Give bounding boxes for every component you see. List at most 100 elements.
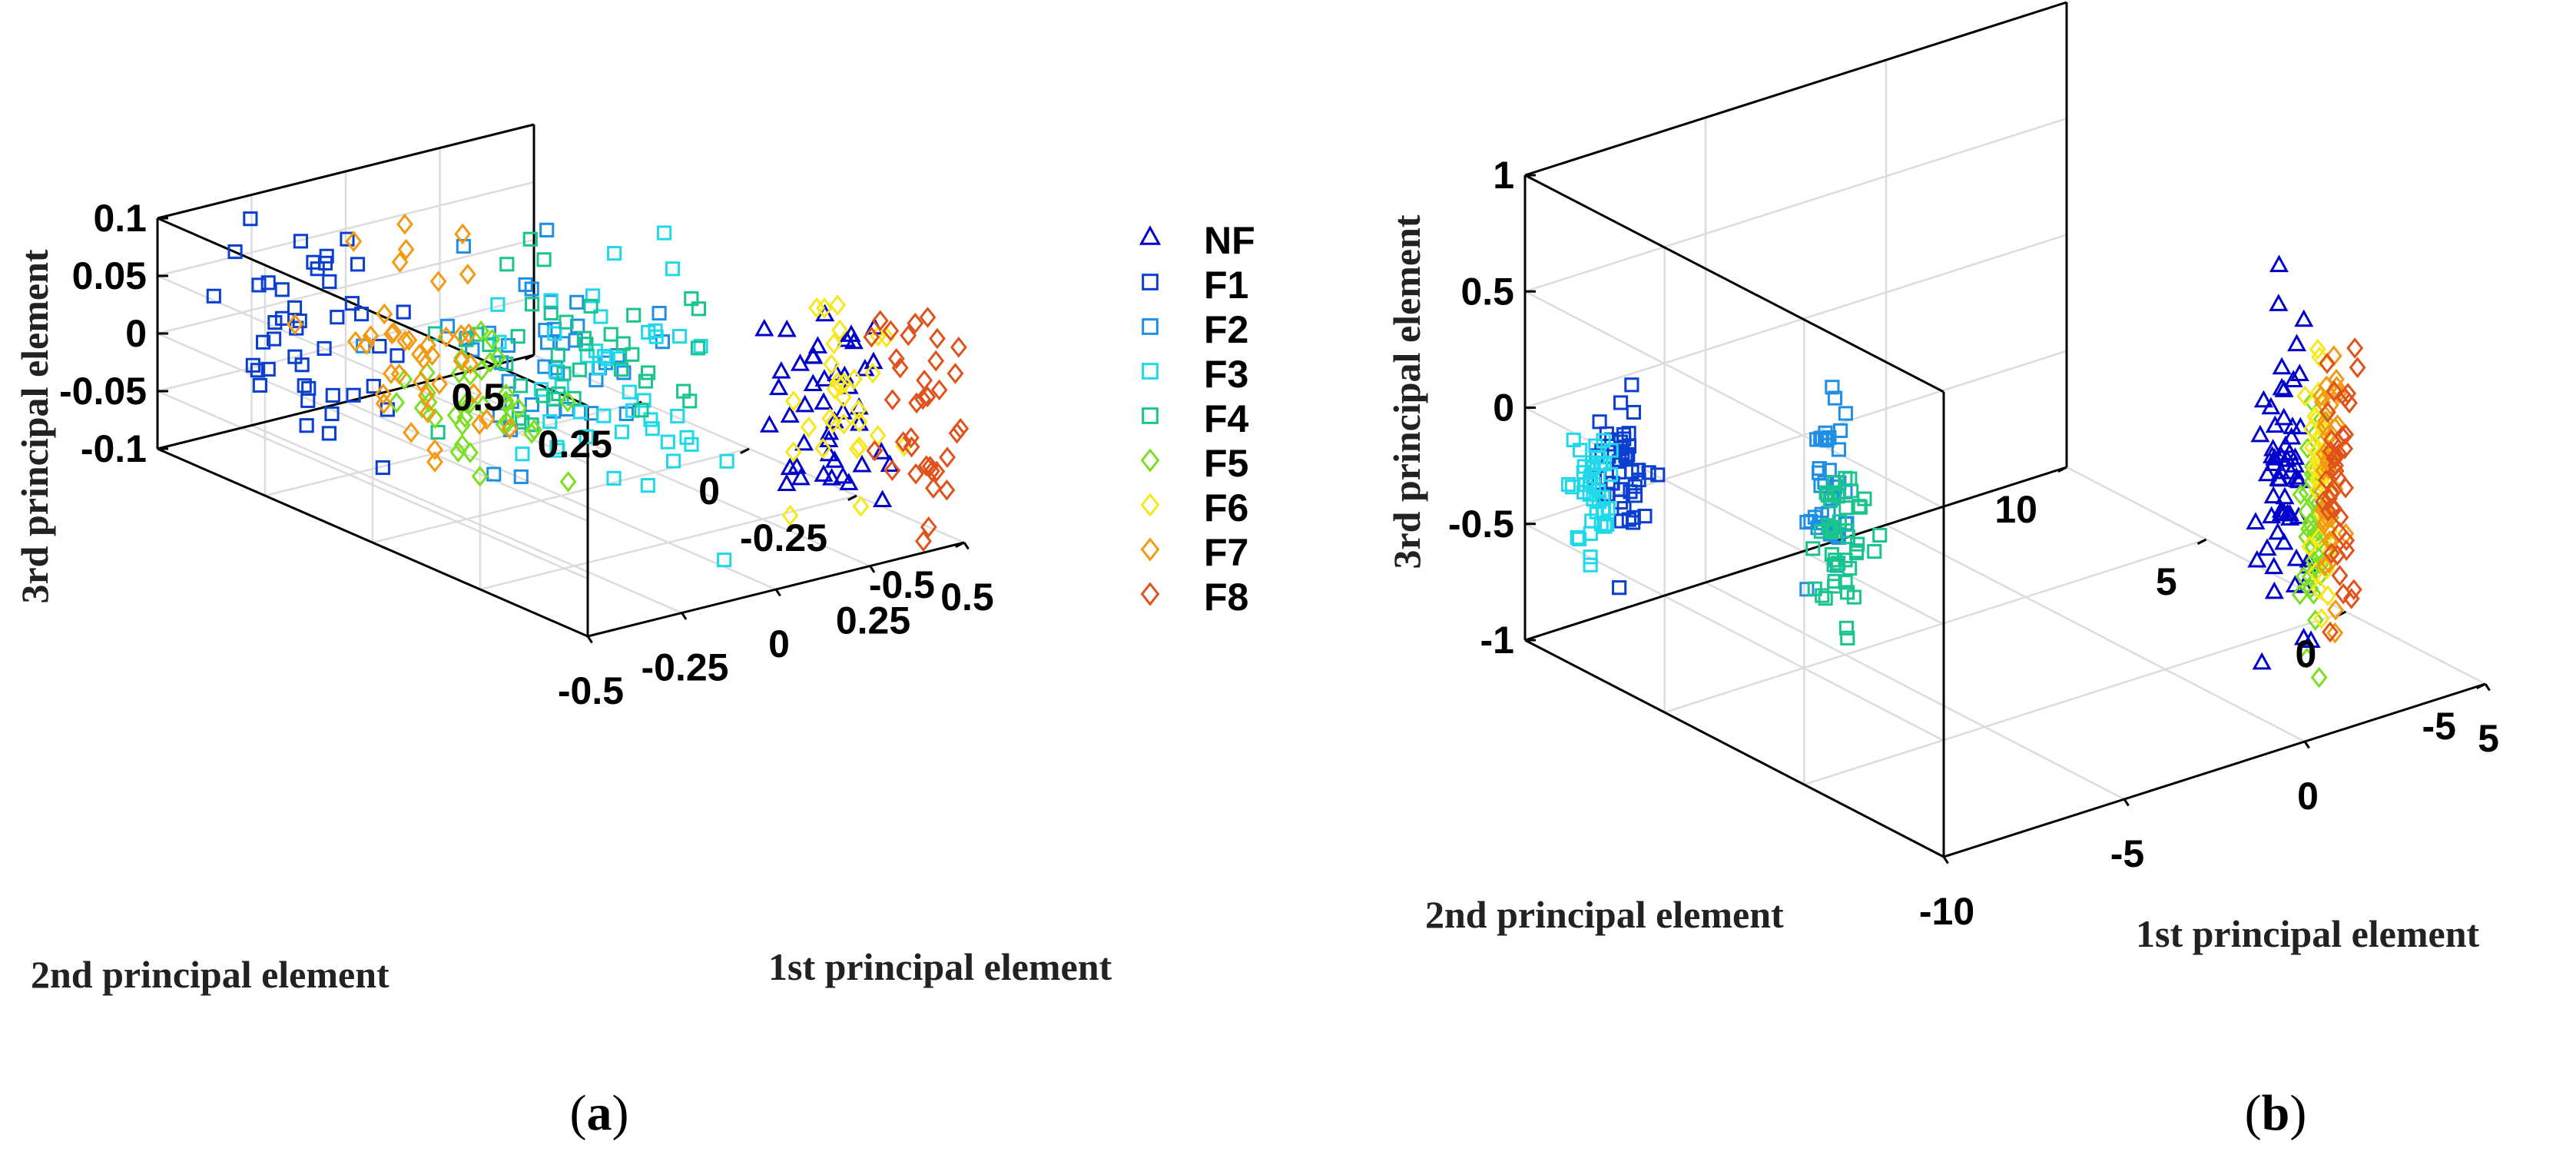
y-tick-label: -0.25 — [740, 516, 827, 559]
data-point-nf — [2263, 486, 2283, 504]
data-point-f2 — [439, 318, 456, 334]
data-point-nf — [2257, 463, 2277, 482]
data-point-f1 — [294, 357, 310, 373]
data-point-nf — [803, 346, 823, 364]
data-point-f8 — [2326, 380, 2343, 402]
data-point-f1 — [1631, 463, 1646, 478]
gridline — [157, 332, 588, 523]
data-point-f5 — [489, 347, 506, 369]
data-point-f8 — [929, 327, 946, 350]
data-point-f8 — [2322, 621, 2339, 643]
data-point-f7 — [2312, 385, 2329, 407]
data-point-f7 — [345, 231, 363, 252]
data-point-nf — [873, 490, 893, 508]
data-point-nf — [777, 319, 797, 337]
data-point-nf — [795, 394, 815, 413]
data-point-f3 — [693, 338, 708, 354]
tick-mark — [681, 612, 688, 620]
data-point-nf — [2294, 309, 2314, 327]
legend-item-nf: NF — [1139, 219, 1255, 262]
data-point-f6 — [825, 333, 843, 355]
data-point-nf — [2285, 447, 2306, 465]
legend-item-f5: F5 — [1140, 442, 1248, 485]
y-tick-label: 10 — [1994, 488, 2037, 531]
gridline — [372, 447, 750, 544]
data-point-f2 — [651, 305, 667, 321]
data-point-f7 — [397, 238, 415, 261]
data-point-f8 — [2335, 582, 2352, 605]
data-point-f5 — [2306, 609, 2324, 631]
data-point-f2 — [1838, 406, 1853, 421]
legend-marker-f8 — [1140, 582, 1160, 606]
data-point-f6 — [850, 411, 868, 433]
data-point-f6 — [834, 387, 852, 408]
data-point-nf — [864, 351, 884, 370]
data-point-f6 — [845, 368, 863, 390]
data-point-f3 — [622, 384, 637, 400]
data-point-nf — [2253, 390, 2273, 408]
data-point-f3 — [648, 329, 664, 344]
tick-mark — [2123, 798, 2130, 807]
data-point-f7 — [411, 344, 428, 365]
data-point-f3 — [665, 453, 681, 469]
data-point-f5 — [525, 419, 543, 440]
data-point-f1 — [350, 257, 366, 272]
data-point-f4 — [1805, 541, 1821, 556]
data-point-f4 — [583, 298, 598, 314]
data-point-f4 — [1827, 475, 1842, 490]
panel-b-caption: (b) — [2245, 1085, 2307, 1141]
data-point-f8 — [916, 370, 933, 391]
data-point-f5 — [471, 466, 489, 487]
data-point-f5 — [453, 347, 470, 369]
data-point-nf — [771, 360, 791, 379]
data-point-f7 — [362, 325, 380, 347]
data-point-f6 — [800, 416, 817, 438]
data-point-f7 — [417, 384, 435, 407]
data-point-f4 — [684, 291, 699, 307]
data-point-f1 — [322, 274, 337, 289]
data-point-f5 — [2305, 583, 2322, 605]
data-point-f4 — [1840, 630, 1855, 646]
legend-marker-f2 — [1142, 318, 1159, 335]
data-point-f2 — [1799, 582, 1815, 597]
y-tick-label: -0.5 — [869, 563, 935, 606]
tick-mark — [2303, 741, 2310, 749]
data-point-nf — [777, 473, 797, 491]
data-point-f3 — [1576, 465, 1591, 480]
data-point-f2 — [524, 281, 539, 297]
data-point-f8 — [2342, 588, 2360, 609]
data-point-f8 — [902, 426, 920, 449]
x-tick-label: -0.25 — [642, 646, 729, 689]
data-point-nf — [2294, 627, 2314, 646]
data-point-nf — [787, 456, 807, 474]
series-F1 — [206, 211, 411, 476]
data-point-f8 — [884, 389, 901, 411]
data-point-nf — [824, 450, 844, 468]
data-point-nf — [780, 405, 800, 423]
data-point-f4 — [1840, 529, 1855, 545]
data-point-f3 — [547, 326, 562, 341]
data-point-f2 — [539, 222, 555, 237]
data-point-f5 — [497, 383, 515, 405]
data-point-nf — [2264, 581, 2284, 599]
data-point-f1 — [1604, 432, 1620, 447]
data-point-f8 — [952, 417, 970, 440]
data-point-f1 — [301, 380, 317, 396]
x-tick-label: 0 — [2297, 775, 2319, 818]
data-point-nf — [2271, 461, 2291, 480]
x-tick-label: -10 — [1919, 890, 1974, 933]
data-point-f4 — [1822, 493, 1838, 508]
data-point-f1 — [340, 231, 355, 247]
tick-mark — [963, 542, 970, 550]
data-point-nf — [2282, 426, 2302, 445]
data-point-f6 — [2301, 536, 2319, 557]
data-point-f8 — [2326, 447, 2344, 470]
data-point-f6 — [850, 399, 867, 421]
data-point-f7 — [454, 223, 472, 245]
tick-mark — [586, 636, 593, 644]
data-point-f1 — [321, 426, 337, 441]
data-point-f4 — [1849, 543, 1865, 559]
data-point-f3 — [572, 404, 588, 420]
data-point-f4 — [1846, 589, 1862, 605]
data-point-f4 — [641, 365, 656, 380]
